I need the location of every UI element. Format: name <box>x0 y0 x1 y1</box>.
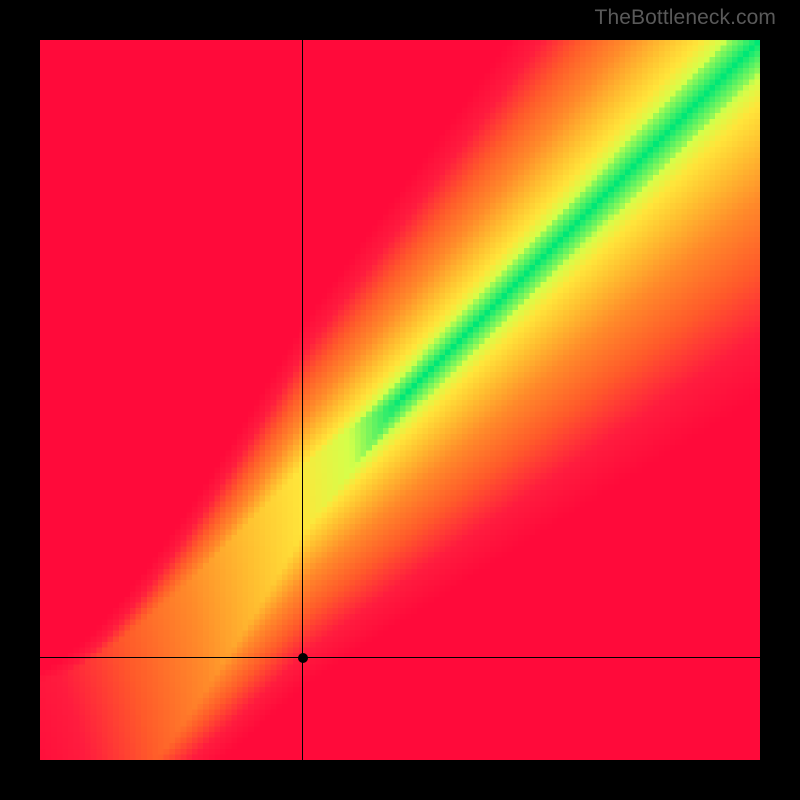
bottleneck-heatmap <box>40 40 760 760</box>
intersection-marker <box>298 653 308 663</box>
chart-stage: TheBottleneck.com <box>0 0 800 800</box>
watermark-text: TheBottleneck.com <box>595 6 776 30</box>
crosshair-horizontal <box>40 657 760 658</box>
